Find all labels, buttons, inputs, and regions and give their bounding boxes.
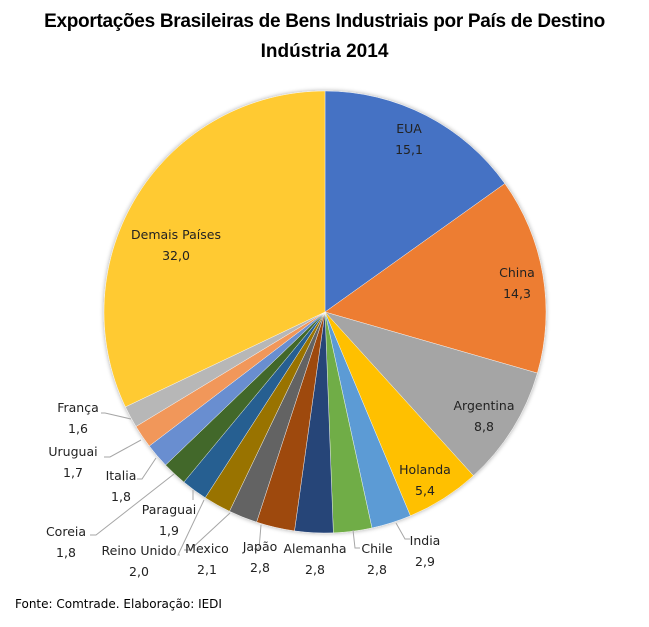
slice-value-paraguai: 1,9 — [159, 523, 179, 538]
slice-label-demais-paises: Demais Países — [131, 227, 221, 242]
leader-line-uruguai — [104, 439, 142, 458]
chart-title: Exportações Brasileiras de Bens Industri… — [44, 11, 605, 32]
pie-slice-demais-paises — [103, 90, 326, 408]
slice-label-alemanha: Alemanha — [283, 541, 346, 556]
leader-line-franca — [101, 412, 132, 420]
slice-value-holanda: 5,4 — [415, 483, 435, 498]
slice-value-uruguai: 1,7 — [63, 465, 83, 480]
data-labels: EUA 15,1 China 14,3 Argentina 8,8 Holanda 5,4 In… — [46, 121, 535, 579]
slice-label-coreia: Coreia — [46, 524, 86, 539]
slice-value-alemanha: 2,8 — [305, 562, 325, 577]
leader-line-reino-unido — [177, 499, 205, 556]
chart-subtitle: Indústria 2014 — [260, 41, 389, 62]
slice-value-argentina: 8,8 — [474, 419, 494, 434]
slice-label-chile: Chile — [361, 541, 393, 556]
pie-slice-china — [324, 183, 547, 374]
slice-value-coreia: 1,8 — [56, 545, 76, 560]
slice-value-chile: 2,8 — [367, 562, 387, 577]
slice-label-eua: EUA — [396, 121, 422, 136]
slice-value-demais-paises: 32,0 — [162, 248, 190, 263]
slice-label-india: India — [410, 533, 441, 548]
pie-slices — [103, 90, 547, 534]
leader-lines — [90, 412, 410, 556]
source-note: Fonte: Comtrade. Elaboração: IEDI — [15, 597, 222, 611]
slice-value-mexico: 2,1 — [197, 562, 217, 577]
slice-value-japao: 2,8 — [250, 560, 270, 575]
slice-label-uruguai: Uruguai — [48, 444, 97, 459]
leader-line-japao — [254, 524, 262, 550]
leader-line-chile — [352, 529, 360, 549]
slice-label-italia: Italia — [106, 468, 137, 483]
pie-slice-eua — [324, 90, 506, 313]
slice-label-holanda: Holanda — [399, 462, 451, 477]
slice-label-paraguai: Paraguai — [142, 502, 196, 517]
leader-line-mexico — [184, 512, 231, 551]
slice-value-italia: 1,8 — [111, 489, 131, 504]
slice-label-mexico: Mexico — [185, 541, 229, 556]
leader-line-coreia — [90, 473, 175, 536]
slice-label-reino-unido: Reino Unido — [102, 543, 177, 558]
slice-value-eua: 15,1 — [395, 142, 423, 157]
slice-label-argentina: Argentina — [454, 398, 515, 413]
leader-line-italia — [137, 457, 157, 480]
leader-line-india — [395, 522, 410, 540]
slice-value-reino-unido: 2,0 — [129, 564, 149, 579]
slice-label-china: China — [499, 265, 535, 280]
pie-slice-argentina — [324, 311, 538, 476]
slice-value-franca: 1,6 — [68, 421, 88, 436]
slice-value-china: 14,3 — [503, 286, 531, 301]
slice-value-india: 2,9 — [415, 554, 435, 569]
slice-label-franca: França — [57, 400, 99, 415]
slice-label-japao: Japão — [242, 539, 278, 554]
